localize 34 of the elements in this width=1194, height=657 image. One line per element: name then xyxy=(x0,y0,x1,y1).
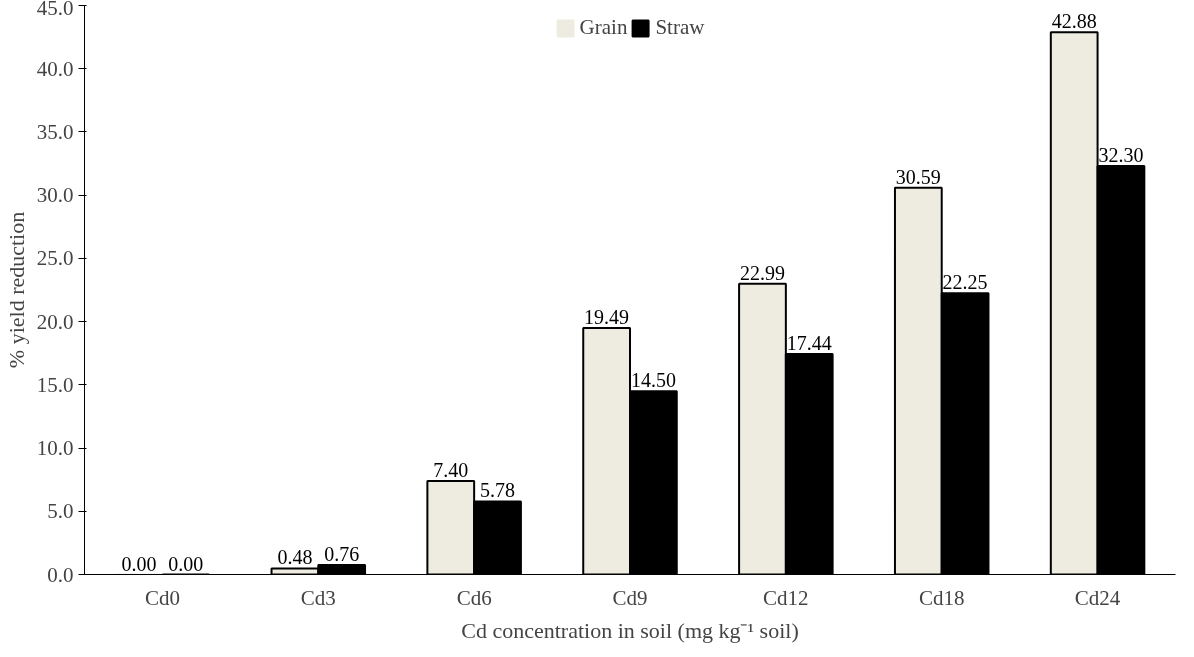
data-label: 0.48 xyxy=(277,546,313,569)
legend-label: Straw xyxy=(655,15,705,40)
legend-label: Grain xyxy=(579,15,628,40)
data-label: 42.88 xyxy=(1051,10,1097,33)
x-tick-label: Cd6 xyxy=(456,585,492,610)
x-axis-title: Cd concentration in soil (mg kg⁻¹ soil) xyxy=(461,617,799,643)
data-label: 7.40 xyxy=(433,458,469,481)
y-tick-label: 10.0 xyxy=(36,436,74,461)
x-tick-label: Cd9 xyxy=(612,585,648,610)
y-tick-label: 30.0 xyxy=(36,183,74,208)
data-label: 32.30 xyxy=(1098,144,1144,167)
data-label: 0.76 xyxy=(324,542,360,565)
y-tick-label: 15.0 xyxy=(36,372,74,397)
x-tick-label: Cd24 xyxy=(1074,585,1121,610)
y-tick-label: 45.0 xyxy=(36,0,74,20)
data-label: 22.25 xyxy=(942,271,988,294)
x-tick-label: Cd18 xyxy=(918,585,965,610)
x-tick-label: Cd0 xyxy=(144,585,180,610)
data-label: 19.49 xyxy=(584,306,630,329)
y-tick-label: 25.0 xyxy=(36,246,74,271)
x-tick-label: Cd12 xyxy=(763,585,809,610)
data-label: 17.44 xyxy=(786,331,832,354)
data-label: 14.50 xyxy=(630,369,676,392)
y-tick-label: 0.0 xyxy=(47,562,74,587)
data-label: 5.78 xyxy=(480,479,516,502)
x-tick-label: Cd3 xyxy=(300,585,336,610)
y-tick-label: 20.0 xyxy=(36,309,74,334)
y-axis-title: % yield reduction xyxy=(3,211,29,369)
y-tick-label: 40.0 xyxy=(36,56,74,81)
data-label: 0.00 xyxy=(168,552,204,575)
y-tick-label: 5.0 xyxy=(47,499,74,524)
y-tick-label: 35.0 xyxy=(36,119,74,144)
data-label: 22.99 xyxy=(739,261,785,284)
data-label: 30.59 xyxy=(895,165,941,188)
